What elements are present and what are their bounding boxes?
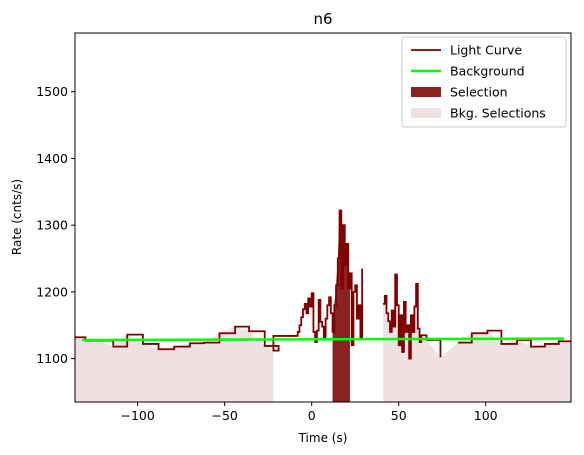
x-tick-label: −50 bbox=[211, 408, 237, 423]
bkg-selection-region-0 bbox=[75, 326, 274, 402]
legend: Light Curve Background Selection Bkg. Selec… bbox=[401, 36, 567, 128]
legend-label: Background bbox=[450, 64, 525, 79]
background-line bbox=[81, 337, 565, 342]
legend-label: Selection bbox=[450, 85, 508, 100]
background-layer bbox=[81, 337, 565, 342]
chart-title: n6 bbox=[313, 10, 332, 28]
plot-frame bbox=[74, 32, 572, 403]
y-tick-label: 1300 bbox=[36, 218, 68, 233]
y-tick-label: 1500 bbox=[36, 84, 68, 99]
y-tick-label: 1200 bbox=[36, 284, 68, 299]
x-tick-label: −100 bbox=[120, 408, 154, 423]
x-axis-label: Time (s) bbox=[298, 431, 348, 445]
legend-label: Light Curve bbox=[450, 43, 522, 58]
x-axis-ticks: −100 −50 0 50 100 bbox=[120, 402, 498, 423]
light-curve-line bbox=[75, 209, 571, 360]
light-curve-layer bbox=[75, 209, 571, 360]
x-tick-label: 100 bbox=[474, 408, 498, 423]
x-tick-label: 0 bbox=[308, 408, 316, 423]
legend-box bbox=[401, 36, 567, 128]
legend-swatch bbox=[411, 87, 441, 97]
legend-swatch bbox=[411, 108, 441, 118]
y-axis-label: Rate (cnts/s) bbox=[10, 179, 24, 255]
x-tick-label: 50 bbox=[391, 408, 407, 423]
legend-label: Bkg. Selections bbox=[450, 106, 546, 121]
y-tick-label: 1100 bbox=[36, 351, 68, 366]
y-tick-label: 1400 bbox=[36, 151, 68, 166]
y-axis-ticks: 1100 1200 1300 1400 1500 bbox=[36, 84, 75, 366]
